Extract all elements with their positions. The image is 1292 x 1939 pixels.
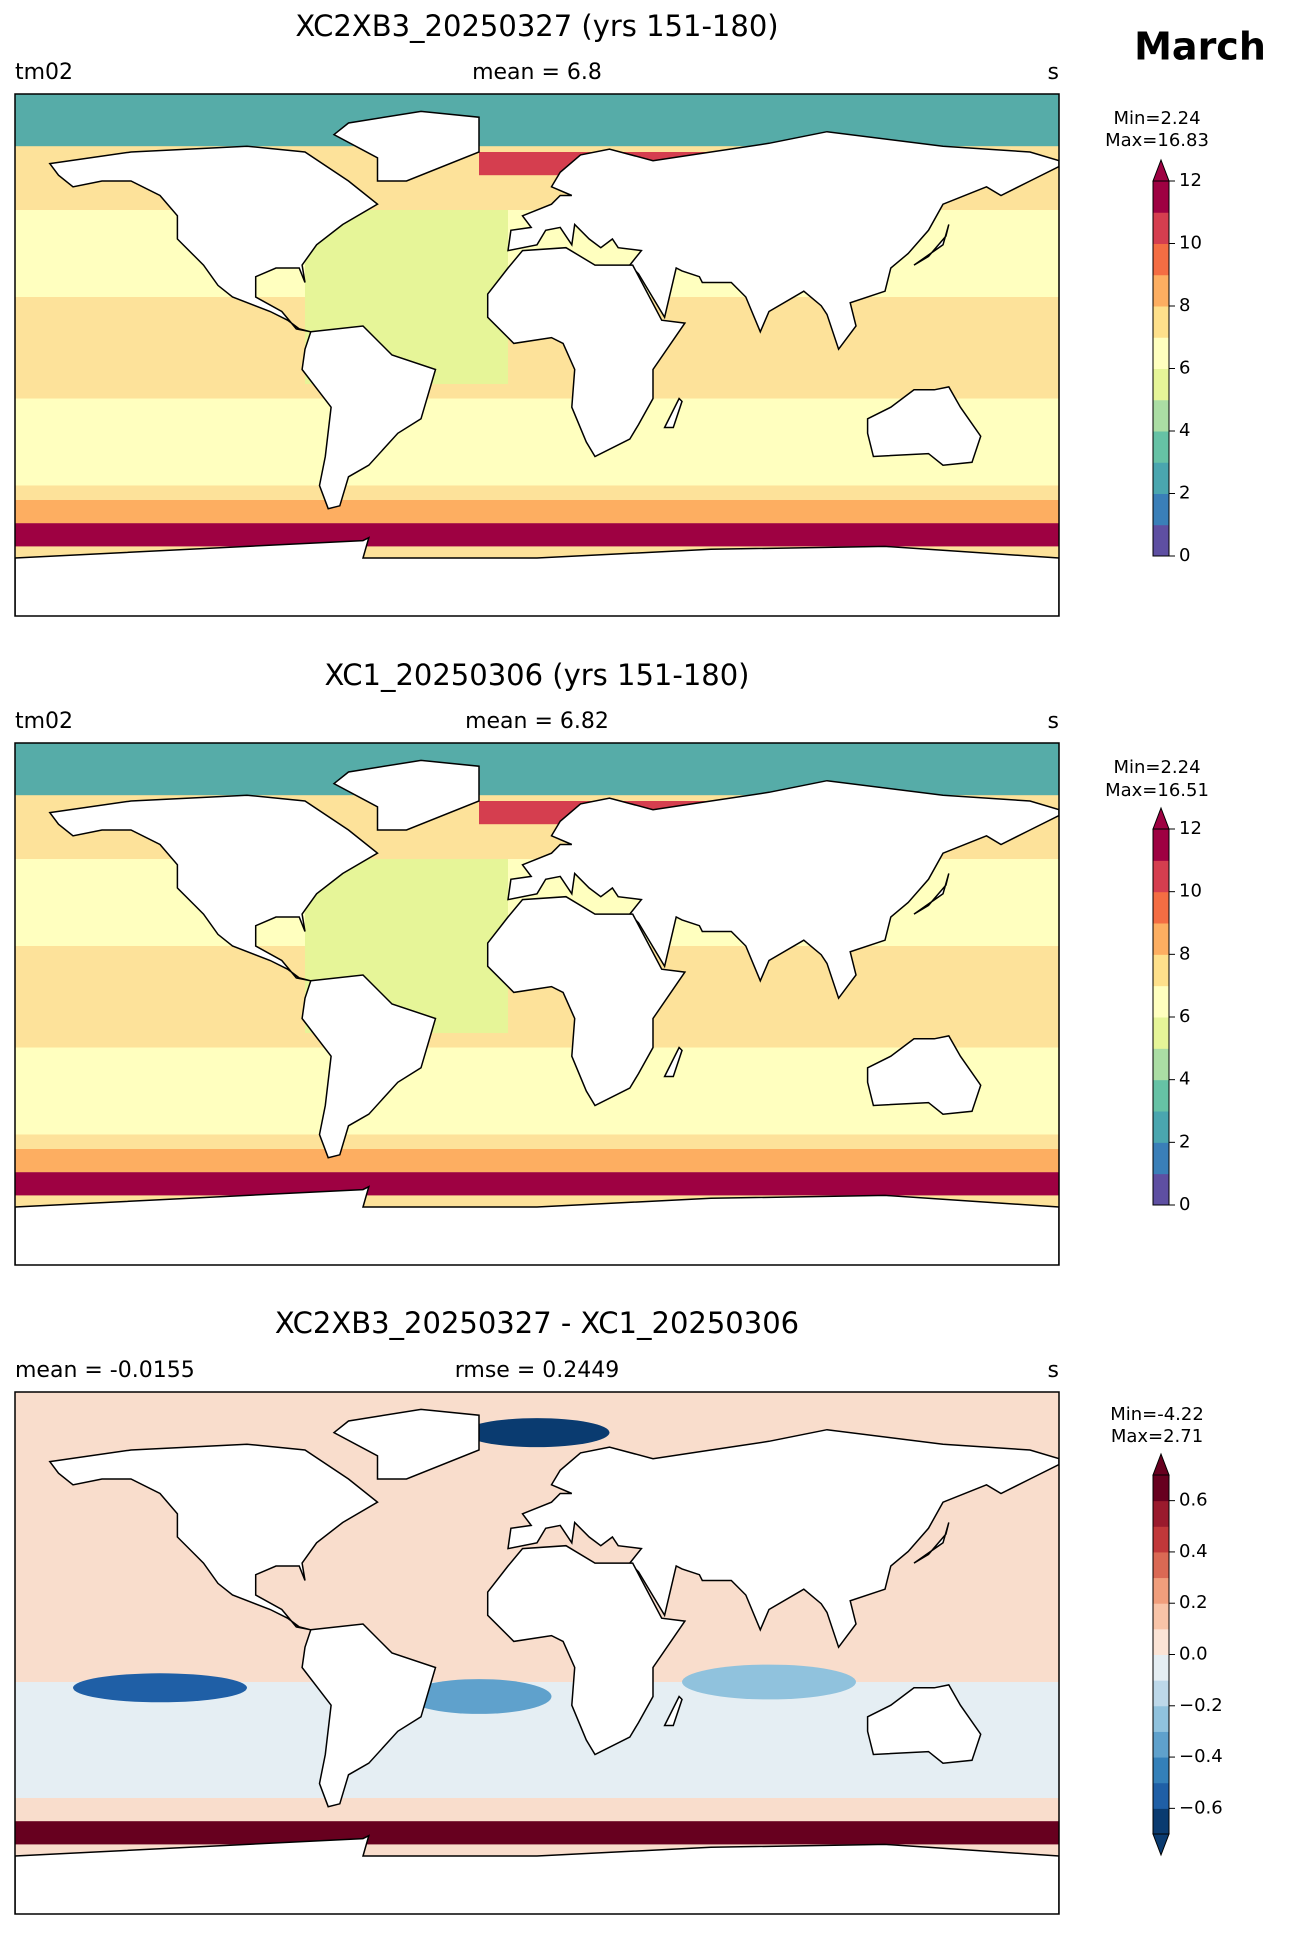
colorbar-level	[1153, 1111, 1169, 1143]
left-label: tm02	[15, 709, 73, 734]
colorbar-extend-max	[1152, 158, 1170, 182]
colorbar-tick-label: 12	[1179, 818, 1202, 839]
colorbar-level	[1153, 181, 1169, 213]
map-frame	[14, 1391, 1060, 1915]
max-label: Max=2.71	[1111, 1426, 1203, 1447]
colorbar-tick-label: 12	[1179, 170, 1202, 191]
colorbar-tick-label: 0	[1179, 545, 1190, 566]
colorbar-level	[1153, 1808, 1169, 1835]
colorbar-level	[1153, 829, 1169, 861]
colorbar-tick-label: 0.0	[1179, 1644, 1208, 1665]
map-frame	[14, 93, 1060, 617]
colorbar-tick-label: 10	[1179, 881, 1202, 902]
center-label: mean = 6.82	[465, 709, 609, 734]
max-label: Max=16.83	[1105, 130, 1209, 151]
colorbar-level	[1153, 923, 1169, 955]
colorbar-level	[1153, 337, 1169, 369]
colorbar-level	[1153, 1142, 1169, 1175]
projection	[15, 743, 1059, 1265]
colorbar-level	[1153, 306, 1169, 338]
right-label: s	[1048, 709, 1059, 734]
colorbar-level	[1153, 985, 1169, 1018]
colorbar-level	[1153, 1048, 1169, 1081]
colorbar-level	[1153, 860, 1169, 893]
left-label: tm02	[15, 60, 73, 85]
colorbar-tick-label: 8	[1179, 943, 1190, 964]
colorbar-level	[1153, 1079, 1169, 1112]
colorbar-tick-label: −0.6	[1179, 1797, 1223, 1818]
colorbar-tick-label: 0	[1179, 1194, 1190, 1215]
colorbar-level	[1153, 1577, 1169, 1604]
colorbar-level	[1153, 431, 1169, 463]
colorbar-tick-label: 6	[1179, 358, 1190, 379]
colorbar-level	[1153, 524, 1169, 557]
colorbar-level	[1153, 1500, 1169, 1527]
panel-title: XC1_20250306 (yrs 151-180)	[325, 658, 750, 692]
colorbar-tick-label: 2	[1179, 483, 1190, 504]
colorbar-level	[1153, 399, 1169, 432]
colorbar-tick-label: 0.4	[1179, 1541, 1208, 1562]
colorbar-level	[1153, 1526, 1169, 1553]
map-content	[15, 94, 1059, 616]
map	[14, 742, 1060, 1266]
panel-title: XC2XB3_20250327 - XC1_20250306	[275, 1306, 799, 1340]
colorbar-level	[1153, 1680, 1169, 1707]
colorbar-tick-label: 0.2	[1179, 1592, 1208, 1613]
min-label: Min=-4.22	[1110, 1404, 1204, 1425]
map	[14, 93, 1060, 617]
right-label: s	[1048, 60, 1059, 85]
right-label: s	[1048, 1358, 1059, 1383]
colorbar-level	[1153, 1173, 1169, 1206]
colorbar-extend-max	[1152, 1452, 1170, 1476]
map-frame	[14, 742, 1060, 1266]
center-label: mean = 6.8	[472, 60, 602, 85]
colorbar-level	[1153, 1757, 1169, 1784]
colorbar-level	[1153, 212, 1169, 244]
colorbar-level	[1153, 368, 1169, 401]
map	[14, 1391, 1060, 1915]
projection	[15, 94, 1059, 616]
map-content	[15, 743, 1059, 1265]
colorbar-level	[1153, 462, 1169, 494]
colorbar-tick-label: −0.4	[1179, 1746, 1223, 1767]
center-label: rmse = 0.2449	[455, 1358, 619, 1383]
colorbar-level	[1153, 1475, 1169, 1502]
colorbar-tick-label: 4	[1179, 1069, 1190, 1090]
colorbar-level	[1153, 1782, 1169, 1809]
panel-title: XC2XB3_20250327 (yrs 151-180)	[295, 9, 778, 43]
colorbar-tick-label: −0.2	[1179, 1695, 1223, 1716]
map-content	[15, 1392, 1059, 1914]
colorbar-level	[1153, 1551, 1169, 1579]
colorbar-level	[1153, 1017, 1169, 1049]
panel: XC1_20250306 (yrs 151-180) tm02 mean = 6.8…	[14, 658, 1209, 1266]
max-label: Max=16.51	[1105, 780, 1209, 801]
figure-title: March	[1134, 25, 1266, 69]
colorbar-tick-label: 4	[1179, 420, 1190, 441]
colorbar-level	[1153, 243, 1169, 276]
colorbar-level	[1153, 891, 1169, 924]
colorbar-level	[1153, 1705, 1169, 1732]
colorbar-level	[1153, 1654, 1169, 1681]
colorbar-level	[1153, 1628, 1169, 1655]
colorbar-tick-label: 10	[1179, 233, 1202, 254]
colorbar-tick-label: 6	[1179, 1006, 1190, 1027]
colorbar-tick-label: 2	[1179, 1131, 1190, 1152]
min-label: Min=2.24	[1113, 757, 1200, 778]
colorbar-level	[1153, 274, 1169, 307]
colorbar-level	[1153, 954, 1169, 987]
projection	[15, 1392, 1059, 1914]
colorbar-level	[1153, 1731, 1169, 1758]
left-label: mean = -0.0155	[15, 1358, 195, 1383]
colorbar-tick-label: 8	[1179, 295, 1190, 316]
colorbar-extend-min	[1152, 1833, 1170, 1857]
colorbar-tick-label: 0.6	[1179, 1490, 1208, 1511]
min-label: Min=2.24	[1113, 108, 1200, 129]
colorbar-level	[1153, 493, 1169, 526]
colorbar-extend-max	[1152, 806, 1170, 830]
colorbar-level	[1153, 1603, 1169, 1630]
panel: XC2XB3_20250327 (yrs 151-180) tm02 mean = …	[14, 9, 1209, 617]
